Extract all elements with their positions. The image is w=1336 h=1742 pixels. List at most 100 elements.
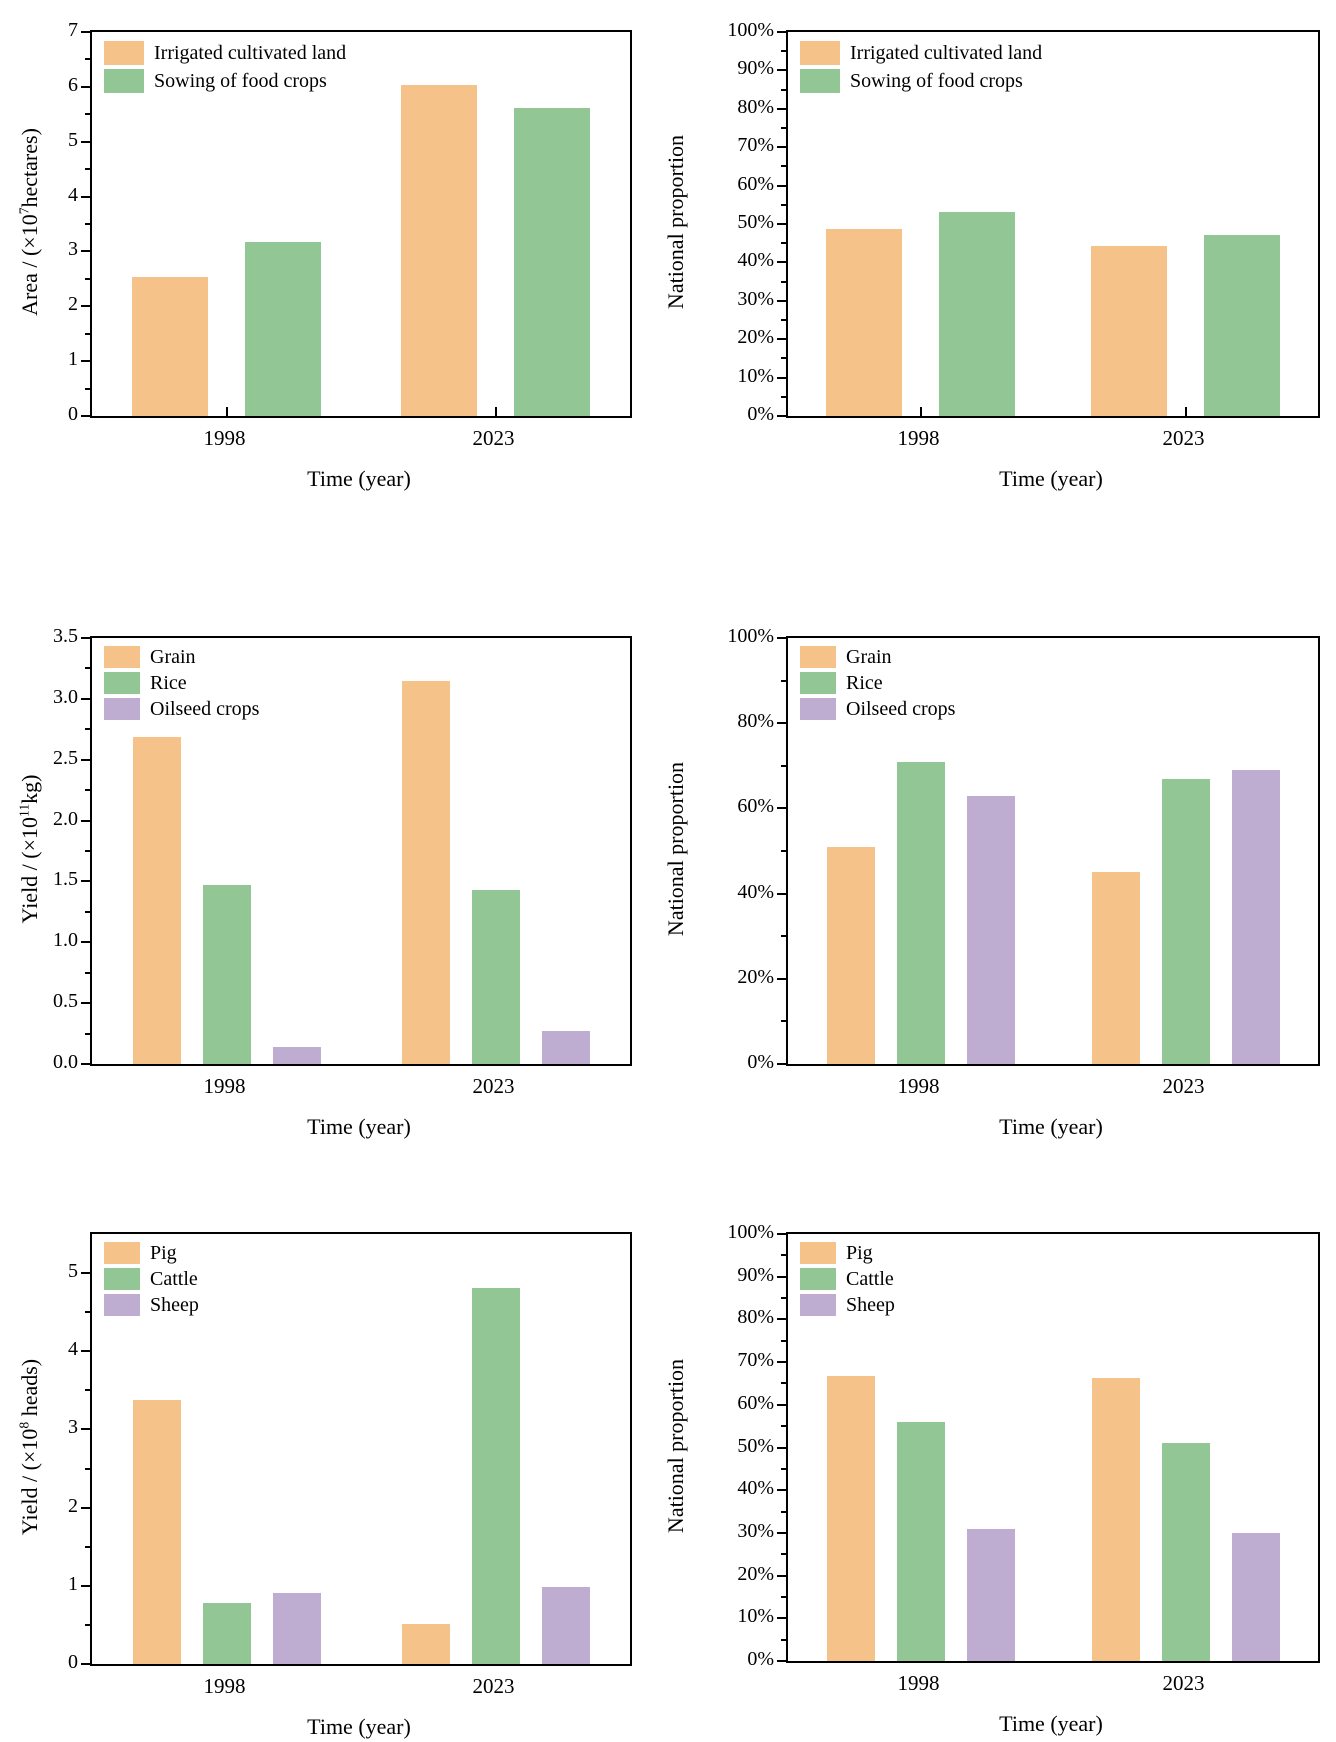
legend-item: Pig [800, 1242, 895, 1264]
y-major-tick [777, 1446, 786, 1449]
y-minor-tick [781, 319, 786, 321]
bar-grain-1998 [132, 736, 181, 1064]
y-major-tick [777, 31, 786, 33]
y-tick-label: 70% [737, 134, 774, 157]
bar-oilseed-crops-2023 [1231, 770, 1280, 1064]
legend-label: Irrigated cultivated land [850, 42, 1043, 64]
y-tick-label: 100% [727, 1221, 774, 1243]
bar-sheep-1998 [272, 1592, 321, 1664]
y-tick-label: 0 [68, 403, 78, 425]
legend-label: Sheep [846, 1294, 895, 1316]
legend-item: Irrigated cultivated land [800, 41, 1042, 65]
bar-irrigated-cultivated-land-1998 [132, 277, 208, 416]
x-tick [225, 407, 228, 416]
legend-item: Oilseed crops [104, 698, 259, 720]
y-tick-label: 3 [68, 1416, 78, 1439]
y-tick-label: 0% [747, 1051, 774, 1073]
y-minor-tick [781, 850, 786, 852]
bar-irrigated-cultivated-land-2023 [401, 85, 477, 416]
legend-swatch-green [104, 1268, 140, 1290]
plot-area: Grain Rice Oilseed crops [81, 636, 632, 1066]
legend-swatch-orange [104, 1242, 140, 1264]
y-minor-tick [85, 277, 90, 280]
x-category-label: 2023 [1162, 1671, 1205, 1695]
y-major-tick [777, 1361, 786, 1364]
bar-pig-1998 [826, 1375, 875, 1661]
x-category-label: 1998 [897, 1671, 940, 1695]
y-major-tick [777, 223, 786, 225]
y-minor-tick [85, 113, 90, 116]
x-axis-title: Time (year) [307, 1114, 411, 1139]
legend-swatch-orange [800, 1242, 836, 1264]
y-tick-label: 4 [68, 183, 78, 206]
y-tick-label: 100% [727, 19, 774, 41]
y-tick-label: 40% [737, 1477, 774, 1500]
bar-irrigated-cultivated-land-2023 [1091, 245, 1167, 416]
y-minor-tick [85, 58, 90, 61]
y-tick-label: 0.5 [53, 990, 78, 1013]
legend-label: Rice [150, 672, 187, 694]
y-tick-label: 90% [737, 1263, 774, 1286]
y-minor-tick [781, 1254, 786, 1257]
plot-area: Pig Cattle Sheep [777, 1232, 1320, 1663]
y-tick-label: 0% [747, 403, 774, 425]
y-major-tick [81, 1584, 90, 1587]
y-tick-label: 1.5 [53, 868, 78, 891]
y-minor-tick [85, 728, 90, 731]
y-major-tick [777, 1660, 786, 1662]
bar-oilseed-crops-1998 [966, 795, 1015, 1064]
legend: Irrigated cultivated land Sowing of food … [800, 41, 1042, 93]
y-major-tick [81, 1506, 90, 1509]
y-major-tick [777, 1574, 786, 1577]
y-tick-label: 2.0 [53, 807, 78, 830]
legend-label: Grain [150, 646, 196, 668]
bar-oilseed-crops-1998 [272, 1046, 321, 1064]
y-tick-label: 6 [68, 73, 78, 96]
legend-label: Grain [846, 646, 892, 668]
y-major-tick [81, 360, 90, 363]
y-minor-tick [85, 1623, 90, 1626]
x-category-label: 1998 [203, 1674, 246, 1698]
legend-label: Cattle [846, 1268, 894, 1290]
legend-swatch-green [104, 672, 140, 694]
y-minor-tick [781, 1467, 786, 1470]
legend-swatch-purple [104, 1294, 140, 1316]
bar-cattle-2023 [471, 1287, 520, 1664]
y-major-tick [777, 261, 786, 264]
bar-rice-1998 [896, 761, 945, 1064]
y-tick-label: 7 [68, 19, 78, 41]
y-major-tick [81, 1063, 90, 1065]
legend-label: Sowing of food crops [154, 70, 327, 92]
y-tick-label: 20% [737, 965, 774, 988]
y-major-tick [81, 1663, 90, 1665]
y-minor-tick [781, 679, 786, 682]
y-major-tick [81, 637, 90, 639]
y-minor-tick [85, 667, 90, 670]
y-tick-label: 40% [737, 249, 774, 272]
legend: Grain Rice Oilseed crops [104, 646, 259, 720]
y-tick-label: 3 [68, 238, 78, 261]
legend-item: Sowing of food crops [800, 69, 1042, 93]
legend: Grain Rice Oilseed crops [800, 646, 955, 720]
legend: Irrigated cultivated land Sowing of food … [104, 41, 346, 93]
legend-label: Irrigated cultivated land [154, 42, 347, 64]
y-major-tick [81, 941, 90, 944]
bar-sowing-of-food-crops-2023 [514, 107, 590, 416]
y-tick-label: 4 [68, 1338, 78, 1361]
y-major-tick [81, 85, 90, 88]
y-minor-tick [85, 971, 90, 974]
y-tick-label: 60% [737, 1391, 774, 1414]
legend-item: Grain [800, 646, 955, 668]
y-major-tick [777, 1063, 786, 1065]
legend-swatch-orange [104, 41, 144, 65]
legend-item: Oilseed crops [800, 698, 955, 720]
y-major-tick [81, 1428, 90, 1431]
y-minor-tick [781, 1510, 786, 1513]
y-minor-tick [85, 1311, 90, 1314]
x-category-label: 2023 [472, 1674, 515, 1698]
bar-irrigated-cultivated-land-1998 [826, 229, 902, 416]
